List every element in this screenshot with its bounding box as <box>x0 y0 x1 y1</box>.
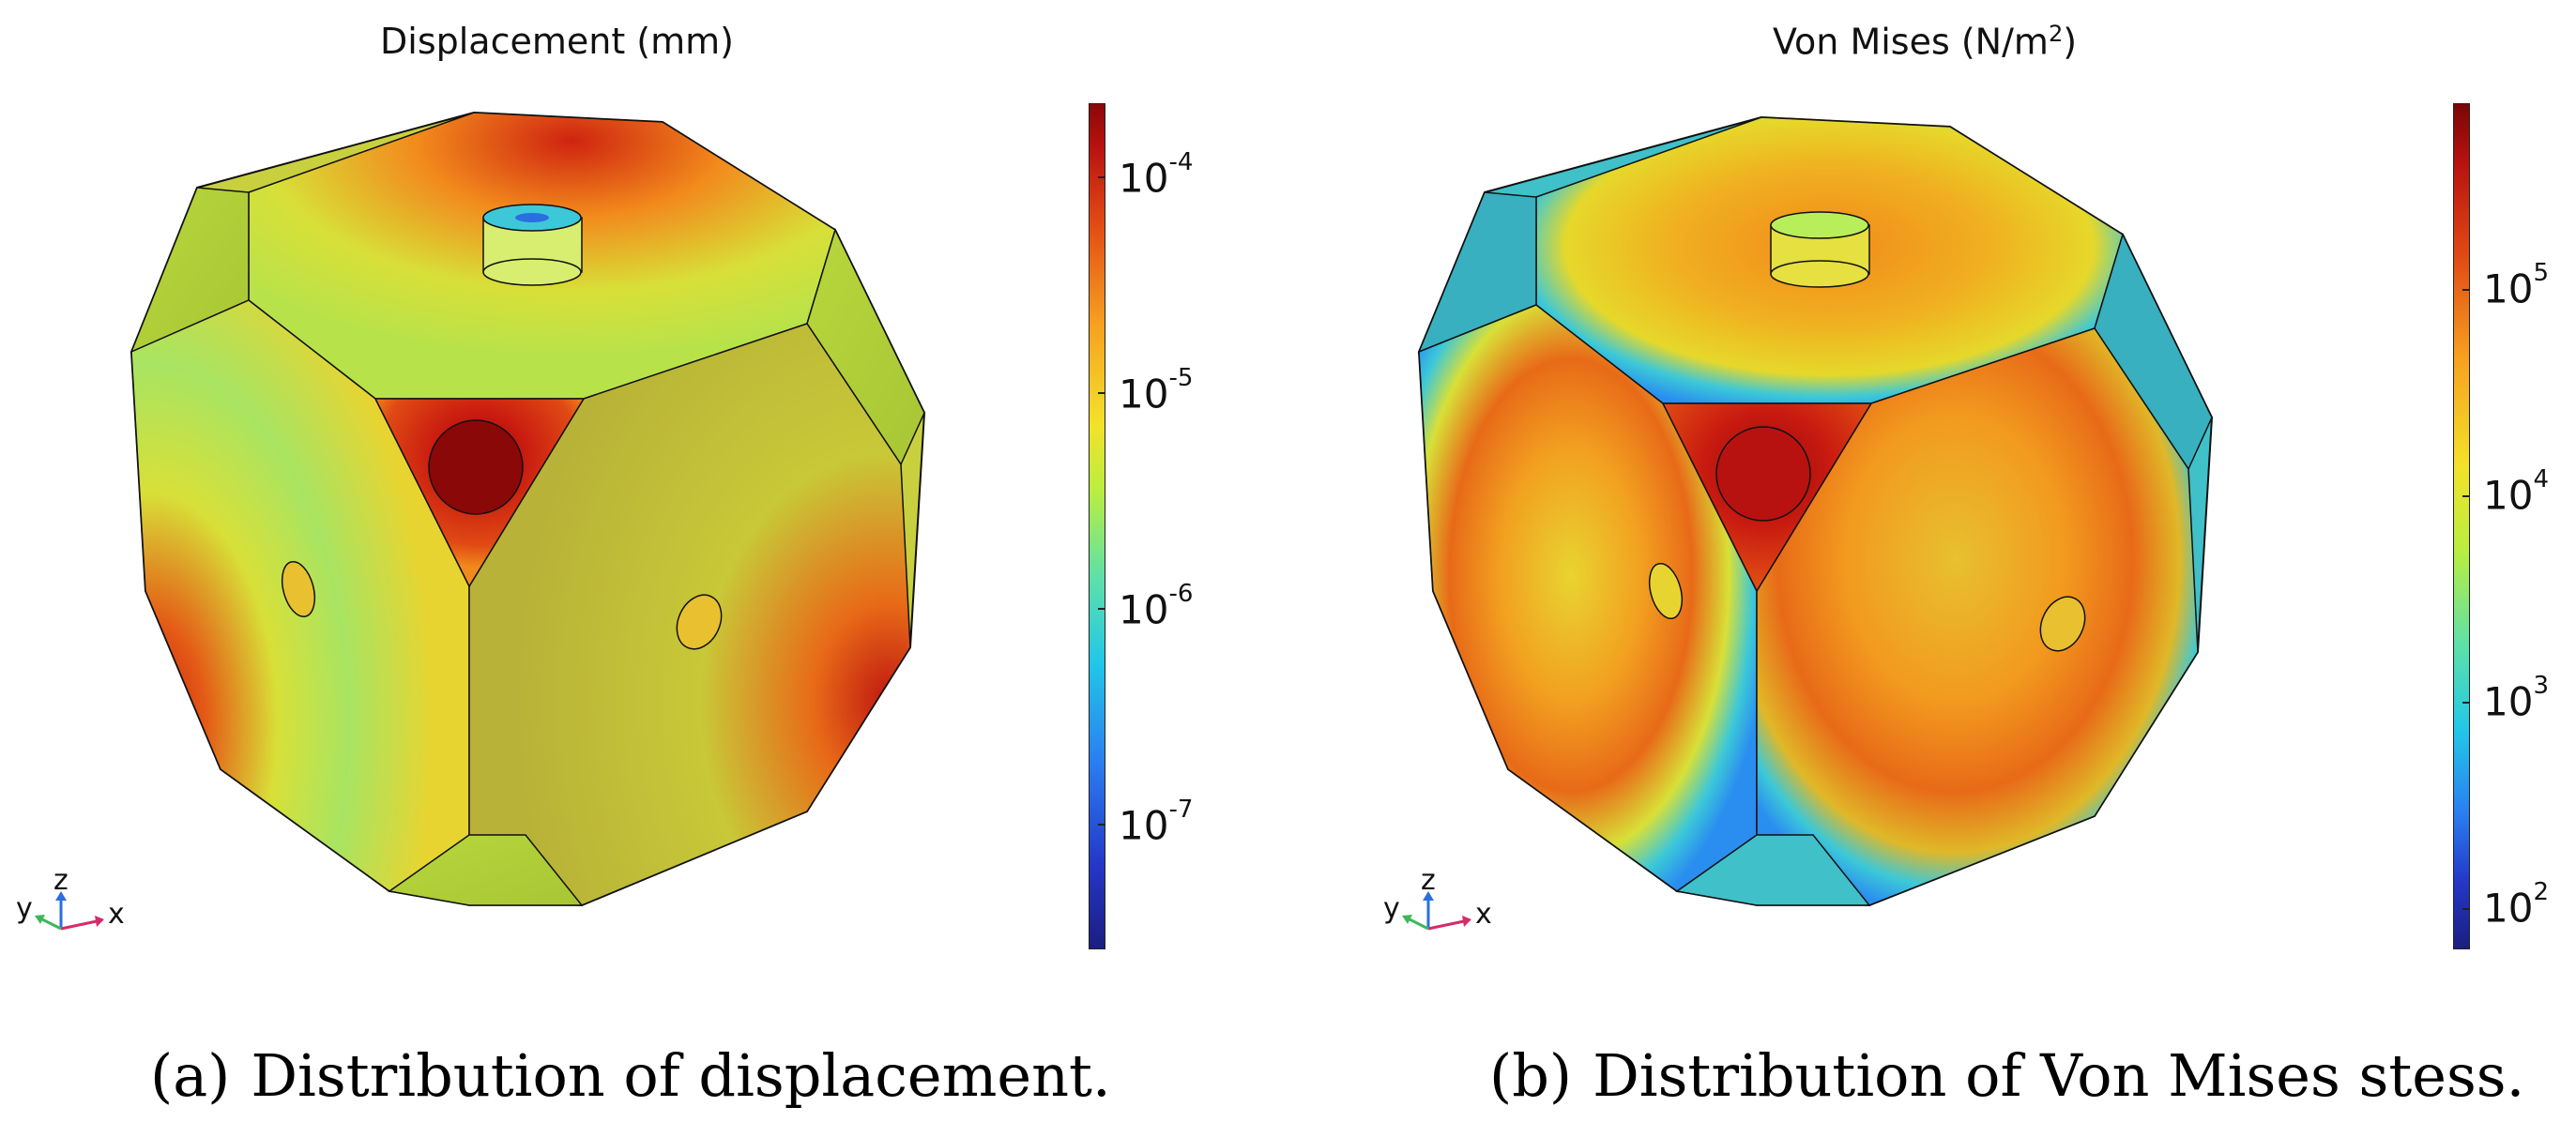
axis-triad: y z x <box>1381 867 1503 938</box>
von-mises-colorbar-tick: 105 <box>2483 259 2549 312</box>
displacement-panel: Displacement (mm) <box>14 21 1194 1110</box>
axis-x-label: x <box>1475 898 1492 931</box>
von-mises-colorbar-tick: 102 <box>2483 878 2549 932</box>
axis-triad: y z x <box>14 867 136 938</box>
displacement-caption: (a) Distribution of displacement. <box>150 1041 1111 1110</box>
von-mises-panel: Von Mises (N/m2) <box>1288 0 2575 1122</box>
displacement-plot-title: Displacement (mm) <box>380 21 734 62</box>
displacement-colorbar <box>1089 103 1105 949</box>
von-mises-plot-title: Von Mises (N/m2) <box>1773 21 2078 63</box>
axis-z-label: z <box>53 864 69 897</box>
displacement-colorbar-tick: 10-4 <box>1119 148 1194 202</box>
axis-x-label: x <box>108 898 125 931</box>
axis-y-label: y <box>16 892 33 925</box>
von-mises-caption: (b) Distribution of Von Mises stess. <box>1489 1041 2525 1110</box>
von-mises-solid-render <box>1417 115 2214 907</box>
displacement-colorbar-tick: 10-6 <box>1119 580 1194 633</box>
displacement-colorbar-tick: 10-7 <box>1119 796 1194 849</box>
von-mises-colorbar-tick: 103 <box>2483 672 2549 725</box>
displacement-solid-render <box>130 111 926 907</box>
von-mises-colorbar-tick: 104 <box>2483 465 2549 519</box>
von-mises-colorbar <box>2453 103 2470 949</box>
axis-y-label: y <box>1383 892 1400 925</box>
axis-z-label: z <box>1421 864 1436 897</box>
displacement-colorbar-tick: 10-5 <box>1119 364 1194 417</box>
